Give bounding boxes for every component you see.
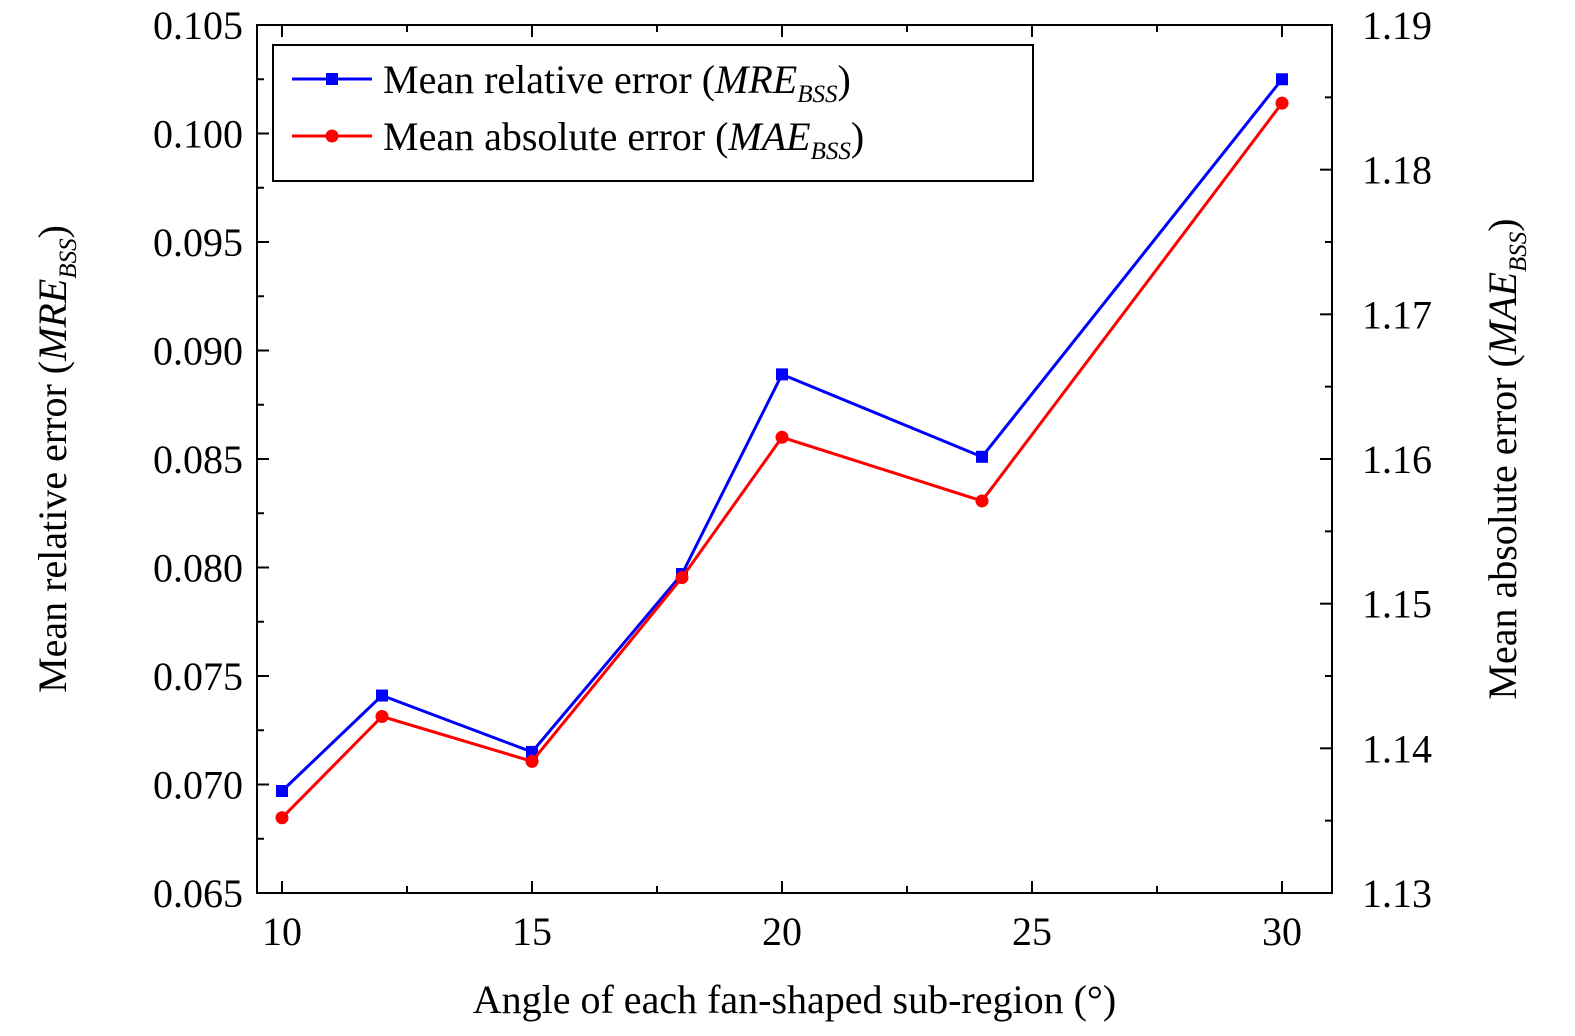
y-left-title-var: MRE bbox=[30, 279, 75, 362]
y-axis-left-title: Mean relative error (MREBSS) bbox=[30, 225, 82, 693]
y-right-title-var: MAE bbox=[1480, 272, 1525, 355]
legend-marker-mae bbox=[325, 129, 339, 143]
y-right-tick-label: 1.16 bbox=[1362, 437, 1432, 482]
legend-mre-prefix: Mean relative error ( bbox=[383, 57, 715, 102]
y-right-title-sub: BSS bbox=[1505, 231, 1532, 272]
y-right-tick-label: 1.18 bbox=[1362, 148, 1432, 193]
data-point-mae bbox=[525, 754, 539, 768]
data-point-mre bbox=[1276, 73, 1288, 86]
legend-mae-var: MAE bbox=[727, 114, 810, 159]
legend-symbol-mae bbox=[292, 129, 372, 143]
y-left-tick-label: 0.090 bbox=[153, 329, 243, 374]
legend-marker-mre bbox=[326, 73, 338, 85]
series-line-mae bbox=[280, 102, 1284, 819]
data-point-mre bbox=[776, 368, 788, 381]
x-tick-label: 20 bbox=[762, 909, 802, 954]
data-point-mae bbox=[975, 494, 989, 508]
x-axis-title: Angle of each fan-shaped sub-region (°) bbox=[473, 977, 1117, 1022]
data-point-mre bbox=[976, 450, 988, 463]
legend-mae-prefix: Mean absolute error ( bbox=[383, 114, 728, 159]
legend-entry-mae: Mean absolute error (MAEBSS) bbox=[383, 114, 864, 165]
data-point-mae bbox=[1275, 96, 1289, 110]
legend-mae-suffix: ) bbox=[851, 114, 864, 159]
data-point-mae bbox=[775, 430, 789, 444]
y-right-title-suffix: ) bbox=[1480, 218, 1525, 231]
y-left-tick-label: 0.075 bbox=[153, 654, 243, 699]
y-left-tick-label: 0.065 bbox=[153, 871, 243, 916]
y-left-tick-label: 0.080 bbox=[153, 546, 243, 591]
legend-box bbox=[272, 44, 1034, 182]
y-axis-right-title: Mean absolute error (MAEBSS) bbox=[1480, 218, 1532, 699]
y-right-title-prefix: Mean absolute error ( bbox=[1480, 354, 1525, 699]
y-right-tick-label: 1.19 bbox=[1362, 3, 1432, 48]
y-left-title-sub: BSS bbox=[55, 238, 82, 279]
legend-mre-var: MRE bbox=[714, 57, 797, 102]
data-point-mre bbox=[526, 745, 538, 758]
tick-labels: 10 15 20 25 30 0.065 0.070 0.075 0.080 0.085 0.090… bbox=[153, 3, 1432, 954]
y-left-tick-label: 0.100 bbox=[153, 112, 243, 157]
y-left-tick-label: 0.105 bbox=[153, 3, 243, 48]
data-point-mre bbox=[376, 689, 388, 702]
x-tick-label: 25 bbox=[1012, 909, 1052, 954]
y-left-tick-label: 0.070 bbox=[153, 763, 243, 808]
data-point-mae bbox=[275, 811, 289, 825]
x-tick-label: 10 bbox=[262, 909, 302, 954]
y-right-tick-label: 1.14 bbox=[1362, 726, 1432, 771]
y-right-tick-label: 1.17 bbox=[1362, 292, 1432, 337]
axis-ticks bbox=[257, 24, 1332, 894]
y-left-tick-label: 0.095 bbox=[153, 220, 243, 265]
legend-mre-suffix: ) bbox=[838, 57, 851, 102]
y-left-tick-label: 0.085 bbox=[153, 437, 243, 482]
legend-symbol-mre bbox=[292, 73, 372, 85]
data-point-mre bbox=[276, 785, 288, 798]
legend: Mean relative error (MREBSS) Mean absolu… bbox=[272, 44, 1034, 182]
y-right-tick-label: 1.13 bbox=[1362, 871, 1432, 916]
legend-mae-sub: BSS bbox=[811, 138, 852, 165]
legend-mre-sub: BSS bbox=[797, 81, 838, 108]
data-point-mae bbox=[675, 571, 689, 585]
x-tick-label: 30 bbox=[1262, 909, 1302, 954]
data-point-mae bbox=[375, 710, 389, 724]
y-left-title-suffix: ) bbox=[30, 225, 75, 238]
plot-marks bbox=[275, 73, 1289, 825]
y-left-title-prefix: Mean relative error ( bbox=[30, 361, 75, 693]
y-right-tick-label: 1.15 bbox=[1362, 582, 1432, 627]
legend-entry-mre: Mean relative error (MREBSS) bbox=[383, 57, 851, 108]
x-tick-label: 15 bbox=[512, 909, 552, 954]
